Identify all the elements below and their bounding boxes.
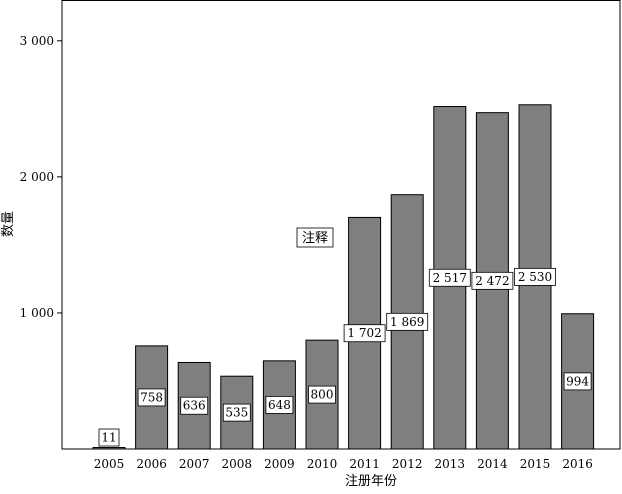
x-tick-label: 2005 — [94, 457, 125, 471]
data-label-2015: 2 530 — [514, 267, 556, 286]
data-label-text: 2 530 — [518, 270, 552, 284]
data-label-2011: 1 702 — [343, 324, 386, 343]
data-label-2012: 1 869 — [386, 312, 429, 331]
x-tick-label: 2010 — [307, 457, 338, 471]
data-label-text: 2 517 — [433, 271, 467, 285]
y-axis-title: 数量 — [1, 211, 16, 237]
data-label-box — [471, 271, 514, 290]
annotation-text: 注释 — [302, 231, 328, 246]
data-label-text: 2 472 — [475, 274, 509, 288]
data-label-2016: 994 — [563, 372, 592, 391]
data-label-text: 1 869 — [390, 315, 424, 329]
data-label-text: 535 — [225, 406, 248, 420]
data-labels-layer: 11 758 636 535 648 800 1 702 1 869 2 517 2 472 2 5… — [98, 267, 592, 447]
data-label-2009: 648 — [265, 396, 294, 414]
x-tick-label: 2007 — [179, 457, 210, 471]
data-label-text: 636 — [183, 399, 206, 413]
data-label-text: 648 — [268, 398, 291, 412]
data-label-2007: 636 — [180, 396, 209, 415]
data-label-box — [428, 268, 471, 287]
data-label-text: 800 — [311, 388, 334, 402]
annotation-box — [296, 227, 334, 248]
data-label-box — [222, 403, 251, 422]
x-tick-label: 2013 — [435, 457, 466, 471]
y-tick-label: 3 000 — [20, 34, 54, 48]
x-tick-label: 2015 — [520, 457, 551, 471]
data-label-2006: 758 — [137, 388, 166, 407]
data-label-box — [386, 312, 429, 331]
annotation: 注释 — [296, 227, 334, 248]
x-tick-label: 2006 — [136, 457, 167, 471]
x-tick-label: 2016 — [562, 457, 593, 471]
data-label-box — [343, 324, 386, 343]
x-tick-label: 2012 — [392, 457, 423, 471]
x-tick-label: 2008 — [222, 457, 253, 471]
x-tick-label: 2014 — [477, 457, 508, 471]
x-axis: 2005 2006 2007 2008 2009 2010 2011 2012 2013 2014… — [94, 457, 593, 471]
x-axis-title: 注册年份 — [345, 474, 397, 489]
y-axis: 1 000 2 000 3 000 — [20, 34, 62, 320]
data-label-text: 994 — [566, 374, 589, 388]
plot-area-frame — [61, 0, 621, 450]
y-tick-label: 2 000 — [20, 170, 54, 184]
data-label-box — [308, 385, 336, 404]
x-tick-label: 2011 — [349, 457, 380, 471]
data-label-text: 758 — [140, 390, 163, 404]
data-label-2014: 2 472 — [471, 271, 514, 290]
data-label-box — [514, 267, 556, 286]
data-label-2013: 2 517 — [428, 268, 471, 287]
data-label-text: 1 702 — [347, 326, 381, 340]
data-label-2008: 535 — [222, 403, 251, 422]
data-label-2005: 11 — [98, 428, 120, 447]
data-label-text: 11 — [101, 431, 116, 445]
y-tick-label: 1 000 — [20, 306, 54, 320]
data-label-box — [137, 388, 166, 407]
x-tick-label: 2009 — [264, 457, 295, 471]
data-label-box — [180, 396, 209, 415]
data-label-box — [98, 428, 120, 447]
data-label-box — [265, 396, 294, 414]
data-label-box — [563, 372, 592, 391]
data-label-2010: 800 — [308, 385, 336, 404]
